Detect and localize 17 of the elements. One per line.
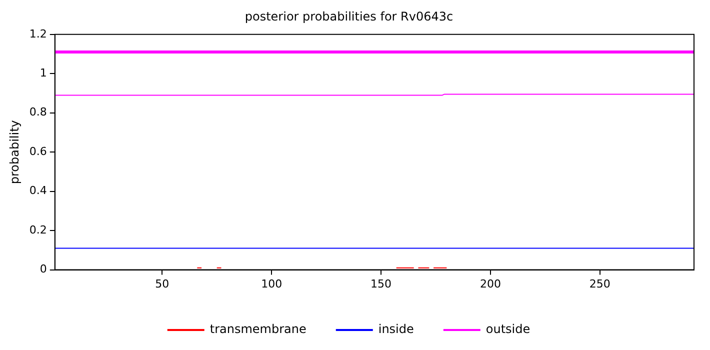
x-tick-label: 50	[155, 277, 170, 290]
y-tick-label: 0.8	[29, 106, 47, 119]
y-tick-label: 1.2	[29, 27, 47, 40]
y-tick-label: 0.6	[29, 144, 47, 158]
legend-label: inside	[378, 322, 414, 336]
legend-label: transmembrane	[210, 322, 306, 336]
y-tick-label: 0.4	[29, 184, 47, 198]
x-tick-label: 150	[370, 277, 392, 290]
x-tick-label: 200	[480, 277, 501, 290]
chart-title: posterior probabilities for Rv0643c	[244, 9, 454, 24]
legend-label: outside	[486, 322, 530, 336]
y-tick-label: 1	[40, 66, 47, 80]
y-axis-title: probability	[7, 120, 22, 184]
y-tick-label: 0	[40, 262, 47, 276]
y-tick-label: 0.2	[29, 223, 47, 236]
x-tick-label: 100	[261, 277, 282, 290]
x-tick-label: 250	[589, 277, 610, 290]
